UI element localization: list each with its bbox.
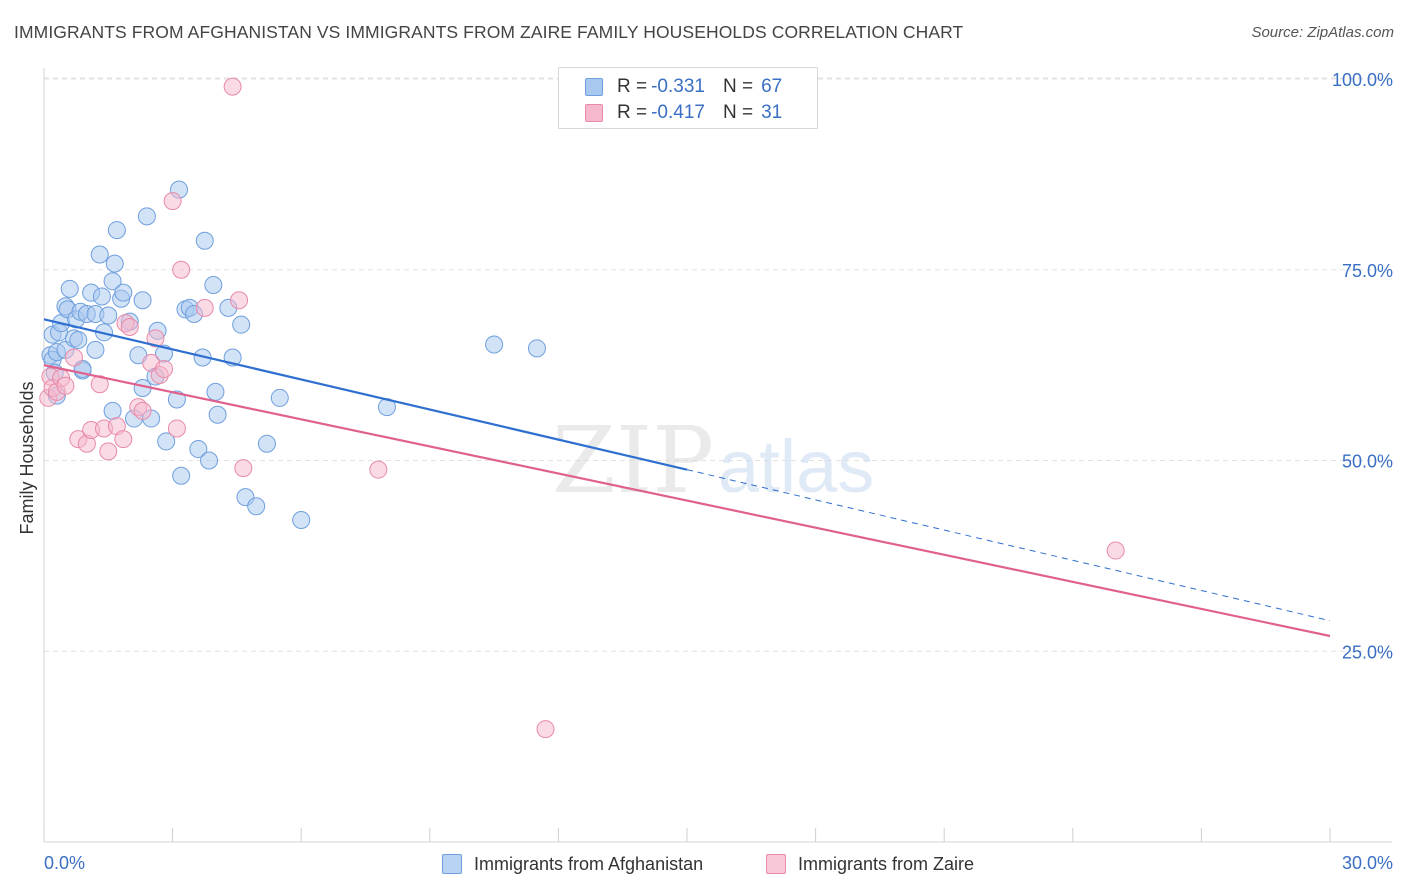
point-zaire [369, 460, 388, 479]
y-tick-label: 75.0% [1342, 261, 1393, 281]
bottom-legend-afghanistan: Immigrants from Afghanistan [442, 851, 703, 877]
point-zaire [90, 375, 109, 394]
tick-labels: 25.0% 50.0% 75.0% 100.0% 0.0% 30.0% [44, 70, 1393, 873]
point-afghanistan [208, 405, 227, 424]
point-afghanistan [172, 466, 191, 485]
x-tick-label: 30.0% [1342, 853, 1393, 873]
point-afghanistan [92, 287, 111, 306]
point-afghanistan [485, 335, 504, 354]
point-zaire [163, 192, 182, 211]
y-tick-label: 100.0% [1332, 70, 1393, 90]
correlation-legend: R = -0.331 N = 67 R = -0.417 N = 31 [558, 67, 818, 129]
point-afghanistan [292, 511, 311, 530]
point-zaire [230, 291, 249, 310]
point-afghanistan [189, 440, 208, 459]
point-zaire [167, 419, 186, 438]
point-zaire [172, 260, 191, 279]
watermark-atlas: atlas [718, 425, 874, 508]
gridlines [44, 77, 1392, 652]
point-afghanistan [114, 283, 133, 302]
point-afghanistan [60, 279, 79, 298]
legend-n-value: 67 [761, 76, 783, 97]
point-afghanistan [86, 340, 105, 359]
point-zaire [223, 77, 242, 96]
point-afghanistan [99, 306, 118, 325]
legend-n-label: N = [722, 102, 754, 123]
bottom-legend-zaire: Immigrants from Zaire [766, 851, 974, 877]
legend-n-value: 31 [761, 102, 783, 123]
point-afghanistan [69, 330, 88, 349]
bottom-legend-swatch-zaire [766, 854, 786, 874]
point-afghanistan [90, 245, 109, 264]
point-afghanistan [167, 390, 186, 409]
point-afghanistan [270, 388, 289, 407]
point-afghanistan [107, 221, 126, 240]
legend-n-label: N = [722, 76, 754, 97]
point-zaire [56, 376, 75, 395]
point-afghanistan [232, 315, 251, 334]
watermark-zip: ZIP [552, 407, 714, 514]
point-zaire [155, 359, 174, 378]
point-zaire [114, 430, 133, 449]
point-afghanistan [257, 434, 276, 453]
point-afghanistan [204, 276, 223, 295]
data-points [39, 77, 1125, 739]
point-zaire [99, 442, 118, 461]
chart-title: IMMIGRANTS FROM AFGHANISTAN VS IMMIGRANT… [14, 22, 964, 42]
watermark: ZIP atlas [552, 407, 874, 514]
legend-swatch-afghanistan [585, 78, 603, 96]
y-tick-label: 50.0% [1342, 452, 1393, 472]
legend-swatch-zaire [585, 104, 603, 122]
legend-r-label: R = [617, 76, 648, 97]
point-afghanistan [133, 291, 152, 310]
point-zaire [536, 720, 555, 739]
regression-line-afghanistan [43, 318, 688, 471]
bottom-legend-swatch-afghanistan [442, 854, 462, 874]
point-afghanistan [200, 451, 219, 470]
point-zaire [195, 298, 214, 317]
axes [43, 68, 1392, 843]
point-zaire [120, 317, 139, 336]
point-afghanistan [195, 231, 214, 250]
source-label: Source: ZipAtlas.com [1251, 24, 1394, 41]
x-tick-label: 0.0% [44, 853, 85, 873]
regression-lines [43, 318, 1331, 638]
bottom-legend-label-zaire: Immigrants from Zaire [798, 853, 975, 874]
point-afghanistan [157, 432, 176, 451]
y-tick-label: 25.0% [1342, 642, 1393, 662]
point-afghanistan [527, 339, 546, 358]
point-zaire [1106, 541, 1125, 560]
legend-r-value: -0.417 [651, 102, 705, 123]
legend-row-afghanistan: R = -0.331 N = 67 [585, 75, 786, 99]
regression-extension-afghanistan [686, 469, 1331, 622]
point-afghanistan [103, 401, 122, 420]
point-afghanistan [105, 254, 124, 273]
y-axis-label: Family Households [17, 381, 37, 534]
point-zaire [133, 401, 152, 420]
point-afghanistan [206, 382, 225, 401]
legend-r-value: -0.331 [651, 76, 705, 97]
point-afghanistan [137, 207, 156, 226]
point-zaire [234, 459, 253, 478]
point-zaire [65, 348, 84, 367]
point-zaire [146, 329, 165, 348]
legend-r-label: R = [617, 102, 648, 123]
point-afghanistan [247, 497, 266, 516]
point-afghanistan [103, 272, 122, 291]
bottom-legend-label-afghanistan: Immigrants from Afghanistan [474, 853, 704, 874]
regression-line-zaire [43, 364, 1331, 638]
legend-row-zaire: R = -0.417 N = 31 [585, 101, 786, 125]
